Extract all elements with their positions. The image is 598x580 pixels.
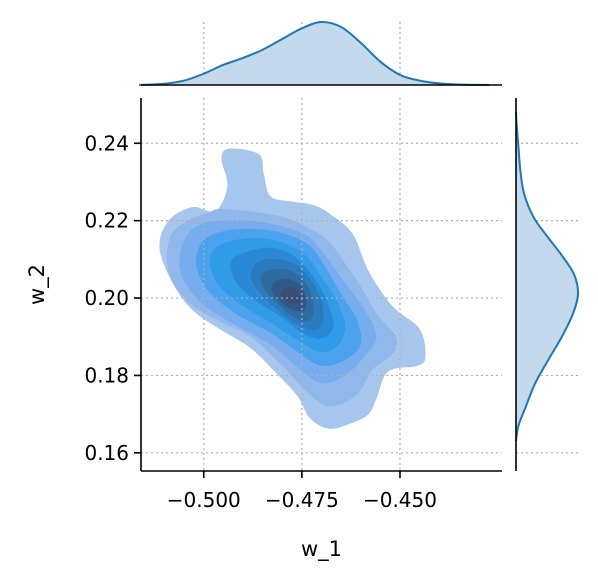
kde-contours [159,148,426,429]
y-tick-label: 0.20 [84,286,129,310]
top-marginal-density-line [138,20,490,86]
right-marginal [515,98,580,471]
x-axis-ticks: −0.500 −0.475 −0.450 [167,471,437,512]
main-grid [141,98,502,471]
y-axis-ticks: 0.16 0.18 0.20 0.22 0.24 [84,131,141,465]
x-axis-label: w_1 [301,537,342,562]
top-marginal-density-fill [139,21,490,85]
x-tick-label: −0.450 [363,488,437,512]
y-tick-label: 0.22 [84,209,129,233]
top-marginal [138,20,502,86]
kde-contour-level-10 [280,287,301,305]
y-axis-label: w_2 [25,264,50,305]
y-tick-label: 0.24 [84,131,129,155]
x-tick-label: −0.500 [167,488,241,512]
right-marginal-density-fill [516,112,579,442]
joint-kde-plot: −0.500 −0.475 −0.450 0.160.180.200.220.24 … [25,98,502,562]
right-marginal-density-line [515,112,580,442]
y-tick-label: 0.18 [84,363,129,387]
x-tick-label: −0.475 [265,488,339,512]
y-tick-label: 0.16 [84,441,129,465]
